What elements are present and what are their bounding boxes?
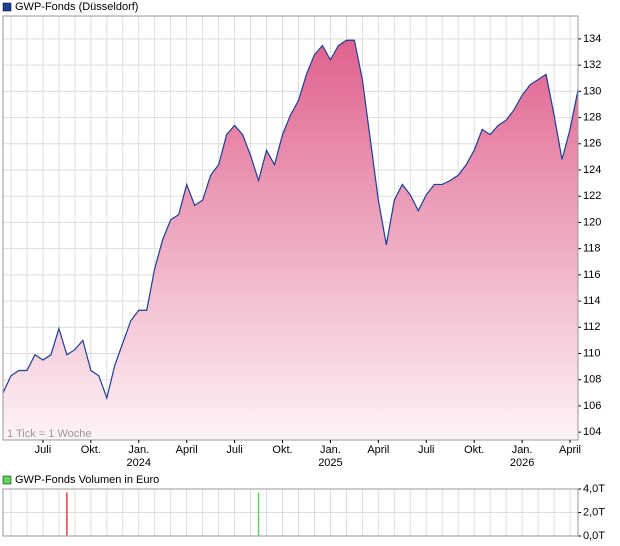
tick-note: 1 Tick = 1 Woche (7, 428, 91, 440)
legend-label: GWP-Fonds Volumen in Euro (15, 474, 159, 486)
x-tick-label: Juli (226, 444, 243, 456)
x-tick-label: Juli (35, 444, 52, 456)
x-tick-label: April (176, 444, 198, 456)
legend-label: GWP-Fonds (Düsseldorf) (15, 1, 138, 13)
y-tick-label: 120 (583, 216, 601, 228)
x-tick-label: Jan. (320, 444, 341, 456)
y-tick-label: 114 (583, 295, 601, 307)
y-tick-label: 126 (583, 138, 601, 150)
x-year-label: 2026 (510, 457, 534, 469)
y-tick-label: 130 (583, 85, 601, 97)
x-tick-label: Jan. (128, 444, 149, 456)
y-tick-label: 2,0T (583, 506, 605, 518)
x-tick-label: Juli (418, 444, 435, 456)
y-tick-label: 106 (583, 400, 601, 412)
y-tick-label: 0,0T (583, 530, 605, 542)
y-tick-label: 116 (583, 269, 601, 281)
x-year-label: 2024 (127, 457, 151, 469)
y-tick-label: 132 (583, 59, 601, 71)
legend-swatch (2, 475, 12, 485)
legend-swatch (2, 2, 12, 12)
y-tick-label: 112 (583, 321, 601, 333)
x-tick-label: Okt. (81, 444, 101, 456)
y-tick-label: 124 (583, 164, 601, 176)
y-tick-label: 108 (583, 374, 601, 386)
plot-frame (2, 15, 579, 441)
x-tick-label: Okt. (272, 444, 292, 456)
y-tick-label: 104 (583, 426, 601, 438)
x-tick-label: Jan. (512, 444, 533, 456)
price-area (3, 40, 578, 441)
x-tick-label: April (559, 444, 581, 456)
x-year-label: 2025 (318, 457, 342, 469)
y-tick-label: 128 (583, 111, 601, 123)
x-tick-label: April (367, 444, 389, 456)
x-tick-label: Okt. (464, 444, 484, 456)
y-tick-label: 134 (583, 33, 601, 45)
y-tick-label: 122 (583, 190, 601, 202)
y-tick-label: 110 (583, 347, 601, 359)
price-line (2, 39, 579, 401)
y-tick-label: 118 (583, 243, 601, 255)
plot-frame (2, 488, 579, 537)
y-tick-label: 4,0T (583, 483, 605, 495)
